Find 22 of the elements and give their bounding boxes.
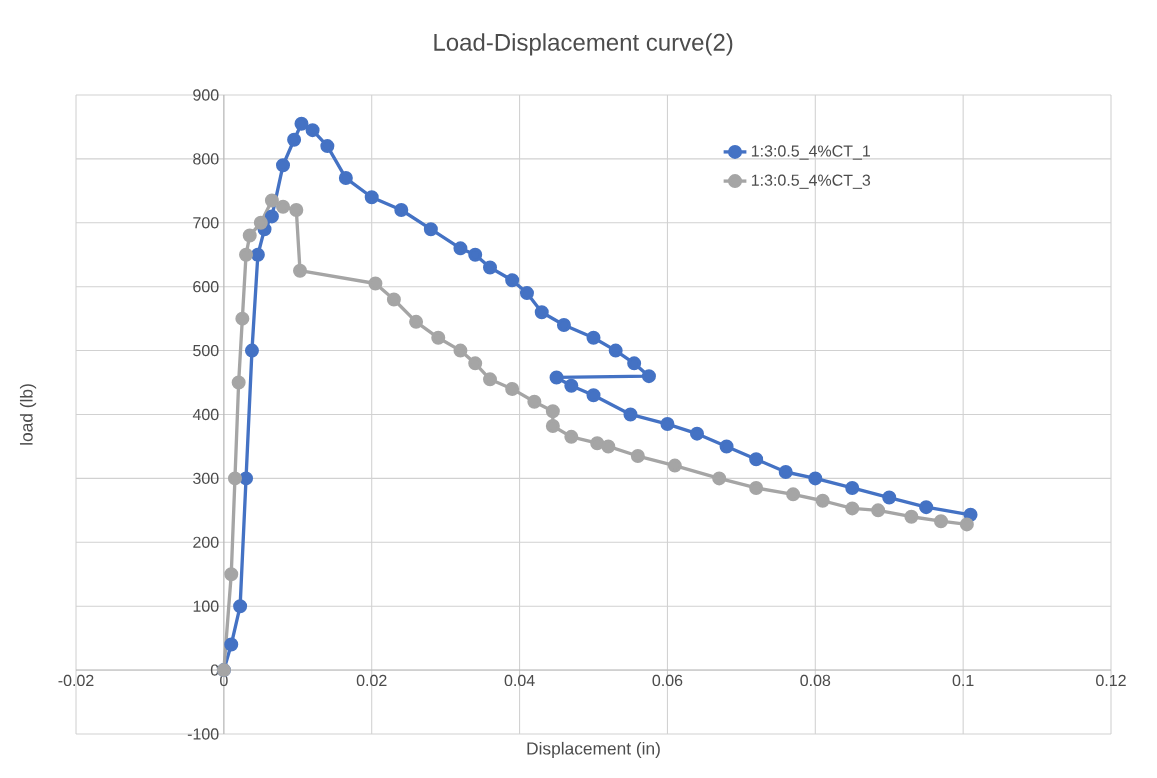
x-tick-label: 0.06: [652, 674, 683, 687]
y-tick-label: 700: [193, 217, 219, 229]
y-tick-label: 800: [193, 153, 219, 165]
x-tick-label: 0.12: [1096, 674, 1126, 687]
y-tick-label: 300: [193, 472, 219, 485]
y-tick-label: 900: [193, 89, 219, 101]
x-tick-label: -0.02: [58, 674, 94, 687]
y-tick-label: -100: [187, 728, 219, 740]
legend-label: 1:3:0.5_4%CT_3: [751, 174, 871, 189]
y-tick-label: 600: [193, 281, 219, 293]
y-tick-label: 500: [193, 344, 219, 357]
y-tick-label: 200: [193, 536, 219, 548]
legend-label: 1:3:0.5_4%CT_1: [751, 145, 871, 160]
x-tick-label: 0.02: [356, 674, 387, 687]
chart-title: Load-Displacement curve(2): [434, 33, 733, 56]
x-tick-label: 0.04: [504, 674, 535, 687]
y-tick-label: 100: [193, 600, 219, 612]
y-axis-title: load (lb): [19, 384, 37, 445]
x-tick-label: 0.1: [952, 674, 974, 687]
y-tick-label: 400: [192, 408, 219, 421]
x-tick-label: 0.08: [800, 674, 831, 687]
x-axis-title: Displacement (in): [527, 741, 660, 759]
